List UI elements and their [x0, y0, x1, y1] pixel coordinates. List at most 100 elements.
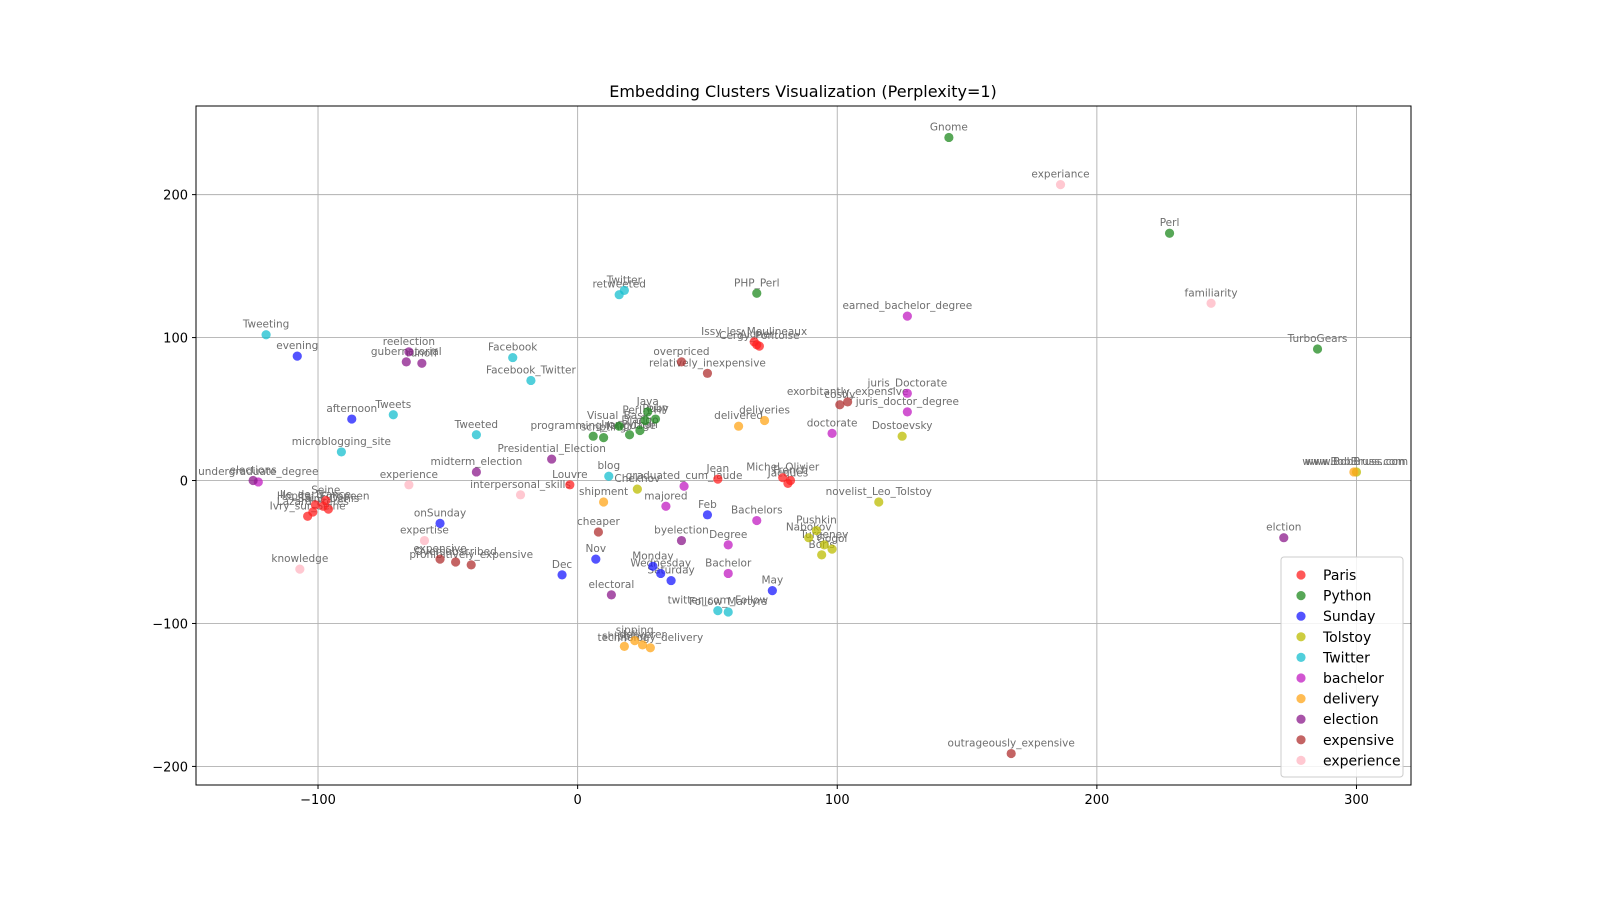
data-point-delivery — [619, 641, 629, 651]
data-point-paris — [321, 495, 331, 506]
legend-entry: experience — [1323, 753, 1401, 769]
data-points — [248, 132, 1362, 759]
data-point-experience — [404, 480, 414, 490]
point-label: elction — [1266, 522, 1301, 534]
point-label: Michel_Olivier — [746, 462, 820, 474]
point-label: afternoon — [326, 403, 377, 415]
point-label: Seine — [311, 485, 340, 497]
point-label: Bachelor — [705, 557, 752, 569]
point-label: majored — [644, 490, 687, 502]
point-label: Follow_Martyrs — [689, 596, 767, 608]
data-point-expensive — [593, 527, 604, 537]
data-point-python — [635, 425, 645, 436]
legend-entry: Python — [1323, 589, 1372, 605]
data-point-tolstoy — [874, 497, 884, 507]
data-point-twitter — [508, 352, 518, 363]
data-point-expensive — [466, 560, 476, 570]
x-tick-label: 300 — [1344, 793, 1369, 808]
point-label: juris_doctor_degree — [855, 396, 959, 408]
point-label: delivered — [714, 410, 763, 422]
legend-marker — [1296, 652, 1306, 663]
data-point-paris — [783, 478, 793, 488]
point-label: graduated_cum_laude — [626, 470, 743, 482]
data-point-sunday — [557, 570, 567, 580]
data-point-paris — [323, 504, 334, 514]
data-point-paris — [310, 500, 321, 510]
data-point-twitter — [713, 606, 723, 616]
data-point-delivery — [733, 421, 744, 431]
legend-entry: Tolstoy — [1322, 630, 1371, 646]
data-point-sunday — [702, 510, 713, 520]
y-tick-label: 100 — [163, 332, 188, 347]
plot-frame — [195, 105, 1412, 786]
data-point-python — [598, 433, 609, 443]
data-point-twitter — [388, 410, 398, 420]
point-label: programming_language — [531, 420, 656, 432]
point-label: microblogging_site — [292, 436, 391, 448]
data-point-tolstoy — [897, 431, 907, 441]
legend-marker — [1296, 632, 1306, 642]
point-label: knowledge — [271, 553, 328, 565]
data-point-delivery — [630, 636, 640, 646]
point-label: outrageously_expensive — [948, 738, 1075, 750]
data-point-experience — [295, 564, 305, 574]
point-label: familiarity — [1185, 287, 1238, 299]
point-label: Twitter — [606, 274, 643, 286]
data-point-bachelor — [679, 481, 689, 491]
y-tick-label: −100 — [152, 617, 188, 632]
point-label: electoral — [588, 579, 634, 591]
data-point-election — [404, 347, 414, 357]
data-point-bachelor — [723, 568, 733, 579]
legend-entry: election — [1323, 712, 1379, 728]
point-label: exorbitantly_expensive — [787, 386, 909, 398]
point-label: elections — [230, 465, 277, 477]
data-point-python — [944, 132, 954, 143]
data-point-delivery — [645, 643, 655, 653]
data-point-election — [471, 467, 481, 477]
data-point-tolstoy — [827, 544, 837, 554]
point-label: Degree — [709, 529, 747, 541]
point-label: sipping — [616, 625, 654, 637]
point-label: cheaper — [577, 516, 620, 528]
point-label: TurboGears — [1287, 333, 1348, 345]
data-point-experience — [1206, 298, 1216, 308]
legend-box — [1280, 556, 1404, 778]
legend-entry: Paris — [1323, 568, 1356, 584]
data-point-tolstoy — [819, 540, 829, 550]
data-point-sunday — [435, 518, 445, 529]
point-label: Nov — [586, 543, 607, 555]
point-label: earned_bachelor_degree — [842, 300, 972, 312]
legend-marker — [1296, 611, 1306, 621]
data-point-expensive — [843, 397, 853, 407]
point-label: Chekhov — [614, 473, 660, 485]
point-label: deliveries — [739, 404, 790, 416]
point-label: expensive — [413, 543, 466, 555]
axis-ticks: −100 0 100 200 300 −200 −100 0 100 200 — [152, 189, 1369, 808]
data-point-python — [643, 407, 653, 417]
data-point-experience — [515, 490, 526, 500]
data-point-bachelor — [723, 540, 733, 550]
data-point-paris — [713, 474, 723, 484]
data-point-tolstoy — [804, 533, 814, 543]
point-label: Presidential_Election — [497, 443, 605, 455]
data-point-election — [1279, 533, 1289, 543]
data-point-python — [1164, 228, 1175, 238]
point-label: Monday — [632, 550, 673, 562]
point-label: Hopital_Europeen — [277, 490, 370, 502]
data-point-bachelor — [902, 311, 912, 321]
point-label: PHP_Perl — [734, 277, 779, 289]
data-point-sunday — [347, 414, 357, 424]
point-label: runoff — [406, 347, 438, 359]
data-point-twitter — [526, 375, 536, 386]
data-point-sunday — [591, 554, 601, 564]
point-label: Pushkin — [796, 515, 837, 527]
point-label: Django — [621, 414, 658, 426]
point-label: relatively_inexpensive — [649, 357, 766, 369]
point-label: Feb — [698, 499, 717, 511]
point-label: Cergy_Pontoise — [719, 330, 799, 342]
data-point-python — [588, 431, 598, 441]
legend-marker — [1296, 694, 1306, 704]
data-point-sunday — [666, 575, 676, 586]
point-label: undergraduate_degree — [198, 466, 318, 478]
